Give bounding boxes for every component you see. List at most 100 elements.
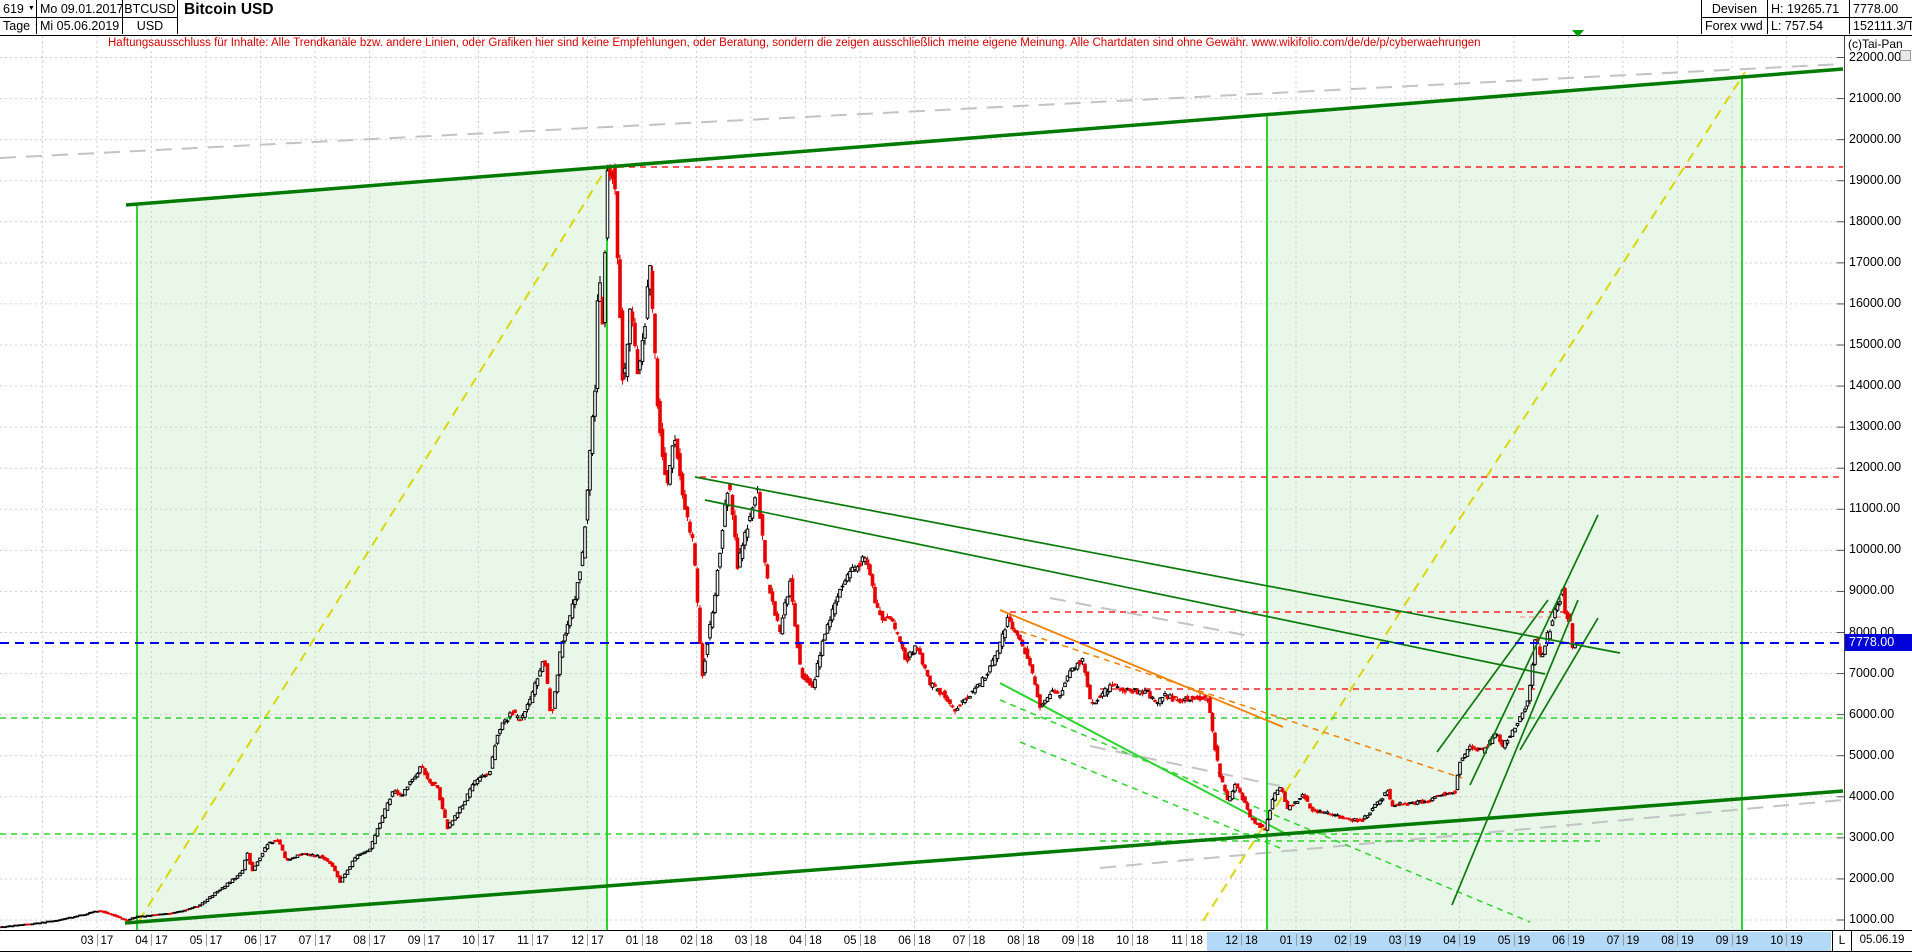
time-axis-label: 03 19 xyxy=(1388,934,1422,947)
time-axis-label: 08 19 xyxy=(1661,934,1694,947)
time-axis-label: 04 19 xyxy=(1443,934,1476,947)
orange-trendline xyxy=(999,609,1284,728)
support-line xyxy=(999,682,1291,837)
price-axis-label: 6000.00 xyxy=(1849,706,1895,721)
time-axis-label: 06 17 xyxy=(244,934,277,947)
price-axis-label: 3000.00 xyxy=(1849,829,1895,844)
currency-cell: USD xyxy=(123,17,178,34)
price-axis-label: 4000.00 xyxy=(1849,788,1895,803)
yellow-trendline xyxy=(138,166,608,922)
price-axis[interactable]: 22000.00 21000.00 20000.00 19000.00 18000.00… xyxy=(1844,36,1912,930)
green-trendline xyxy=(1469,514,1599,786)
support-line-dashed xyxy=(1019,741,1286,851)
volume-cell: 152111.3/T xyxy=(1850,17,1912,34)
time-axis-label: 01 19 xyxy=(1279,934,1313,947)
time-axis-label: 02 18 xyxy=(680,934,713,947)
time-axis-label: 04 17 xyxy=(135,934,168,947)
time-axis-label: 08 17 xyxy=(353,934,386,947)
time-axis-label: 12 17 xyxy=(571,934,604,947)
time-axis-label: 09 18 xyxy=(1061,934,1095,947)
orange-trendline-dashed xyxy=(1009,627,1463,779)
candlesticks xyxy=(0,163,1577,929)
time-axis-label: 05 17 xyxy=(189,934,223,947)
time-axis-label: 05 18 xyxy=(843,934,877,947)
high-value: H: 19265.71 xyxy=(1768,0,1850,17)
time-axis-label: 03 18 xyxy=(734,934,768,947)
yellow-trendline xyxy=(1202,71,1746,922)
chevron-down-icon: ▼ xyxy=(34,23,36,30)
time-axis-label: 01 18 xyxy=(625,934,659,947)
trend-channel-region xyxy=(1267,78,1742,930)
gray-trendline xyxy=(0,63,1844,159)
time-axis-label: 04 18 xyxy=(789,934,822,947)
gray-trendline xyxy=(1099,799,1844,869)
price-axis-label: 5000.00 xyxy=(1849,747,1895,762)
price-axis-label: 21000.00 xyxy=(1849,90,1902,105)
green-trendline xyxy=(1436,599,1549,753)
time-axis[interactable]: 03 17 04 17 05 17 06 17 07 17 08 17 09 17 10 17 11 17 12 17… xyxy=(0,930,1912,952)
price-axis-label: 22000.00 xyxy=(1849,49,1902,64)
price-axis-label: 12000.00 xyxy=(1849,460,1902,475)
disclaimer-text: Haftungsausschluss für Inhalte: Alle Tre… xyxy=(108,37,1481,49)
axis-last-date: 05.06.19 xyxy=(1859,934,1905,946)
time-axis-label: 03 17 xyxy=(80,934,114,947)
chevron-down-icon: ▼ xyxy=(27,5,35,12)
price-axis-label: 17000.00 xyxy=(1849,254,1902,269)
chart-header: 619 ▼ Tage ▼ Mo 09.01.2017 Mi 05.06.2019… xyxy=(0,0,1912,36)
time-axis-label: 10 17 xyxy=(462,934,495,947)
time-axis-label: 02 19 xyxy=(1334,934,1367,947)
main-channel-line xyxy=(125,67,1844,207)
time-axis-label: 09 17 xyxy=(407,934,441,947)
range-end-date: Mi 05.06.2019 xyxy=(37,17,123,34)
timeframe-value: Tage xyxy=(3,19,31,33)
time-axis-label: 07 19 xyxy=(1606,934,1640,947)
price-axis-label: 19000.00 xyxy=(1849,172,1902,187)
price-axis-label: 9000.00 xyxy=(1849,583,1895,598)
time-axis-label: 09 19 xyxy=(1715,934,1749,947)
time-axis-label: 06 19 xyxy=(1552,934,1585,947)
symbol-cell: BTCUSD xyxy=(123,0,178,17)
price-axis-label: 16000.00 xyxy=(1849,295,1902,310)
time-axis-label: 11 17 xyxy=(517,934,549,947)
price-axis-label: 15000.00 xyxy=(1849,337,1902,351)
current-date-marker-icon xyxy=(1572,30,1584,37)
price-axis-label: 10000.00 xyxy=(1849,542,1902,557)
bars-count-value: 619 xyxy=(3,1,24,16)
market-cell: Devisen xyxy=(1701,0,1768,17)
feed-cell: Forex vwd xyxy=(1701,17,1768,34)
last-price-tag: 7778.00 xyxy=(1845,633,1912,651)
time-axis-label: 08 18 xyxy=(1007,934,1040,947)
green-trendline xyxy=(704,499,1546,675)
time-axis-label: 10 19 xyxy=(1770,934,1803,947)
time-axis-label: 07 18 xyxy=(952,934,986,947)
price-axis-label: 7000.00 xyxy=(1849,665,1895,680)
price-axis-label: 1000.00 xyxy=(1849,912,1895,926)
low-value: L: 757.54 xyxy=(1768,17,1850,34)
time-axis-label: 11 18 xyxy=(1171,934,1203,947)
price-axis-label: 13000.00 xyxy=(1849,419,1902,434)
copyright-label: (c)Tai-Pan xyxy=(1848,37,1903,51)
bars-count-dropdown[interactable]: 619 ▼ xyxy=(0,0,37,17)
green-trendline xyxy=(1519,617,1599,751)
time-axis-label: 12 18 xyxy=(1225,934,1258,947)
range-start-date: Mo 09.01.2017 xyxy=(37,0,123,17)
timeframe-dropdown[interactable]: Tage ▼ xyxy=(0,17,37,34)
price-axis-label: 18000.00 xyxy=(1849,213,1902,228)
support-line-dashed xyxy=(999,699,1531,923)
scale-indicator-cell: L xyxy=(1832,931,1852,951)
time-axis-label: 10 18 xyxy=(1116,934,1149,947)
time-axis-label: 05 19 xyxy=(1497,934,1531,947)
green-trendline xyxy=(1451,599,1579,906)
price-axis-label: 20000.00 xyxy=(1849,131,1902,146)
time-axis-label: 06 18 xyxy=(898,934,931,947)
price-axis-label: 11000.00 xyxy=(1849,501,1901,516)
resize-handle[interactable] xyxy=(1900,50,1911,61)
gray-trendline xyxy=(1049,597,1251,637)
green-trendline xyxy=(694,476,1621,654)
gray-trendline xyxy=(1089,745,1281,787)
price-axis-label: 2000.00 xyxy=(1849,870,1895,885)
price-axis-label: 14000.00 xyxy=(1849,378,1902,393)
main-channel-line xyxy=(124,789,1844,925)
